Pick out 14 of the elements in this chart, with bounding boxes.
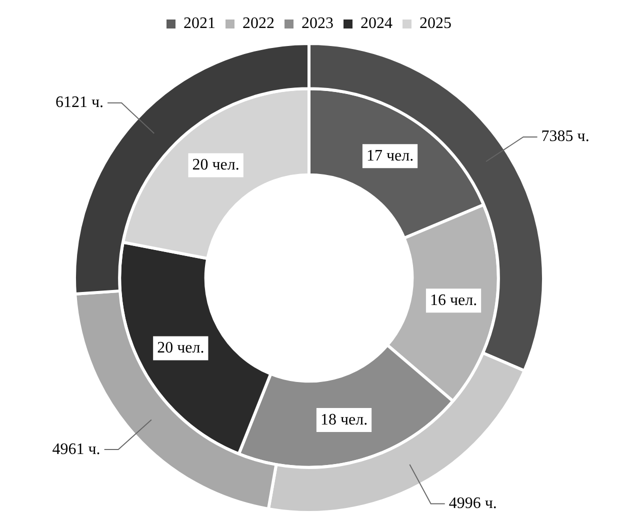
data-label: 4961 ч. (52, 440, 100, 458)
data-label: 20 чел. (192, 156, 240, 174)
data-label: 17 чел. (366, 147, 414, 164)
legend-label: 2025 (420, 15, 452, 32)
data-label: 20 чел. (157, 339, 204, 356)
data-label: 18 чел. (320, 411, 368, 428)
data-label: 16 чел. (430, 292, 478, 309)
legend-label: 2021 (184, 15, 216, 32)
legend-label: 2023 (302, 15, 334, 32)
data-label: 7385 ч. (541, 128, 590, 146)
data-label: 4996 ч. (448, 494, 497, 512)
legend-label: 2022 (242, 15, 274, 32)
data-label: 6121 ч. (55, 94, 104, 112)
legend-label: 2024 (360, 15, 392, 32)
